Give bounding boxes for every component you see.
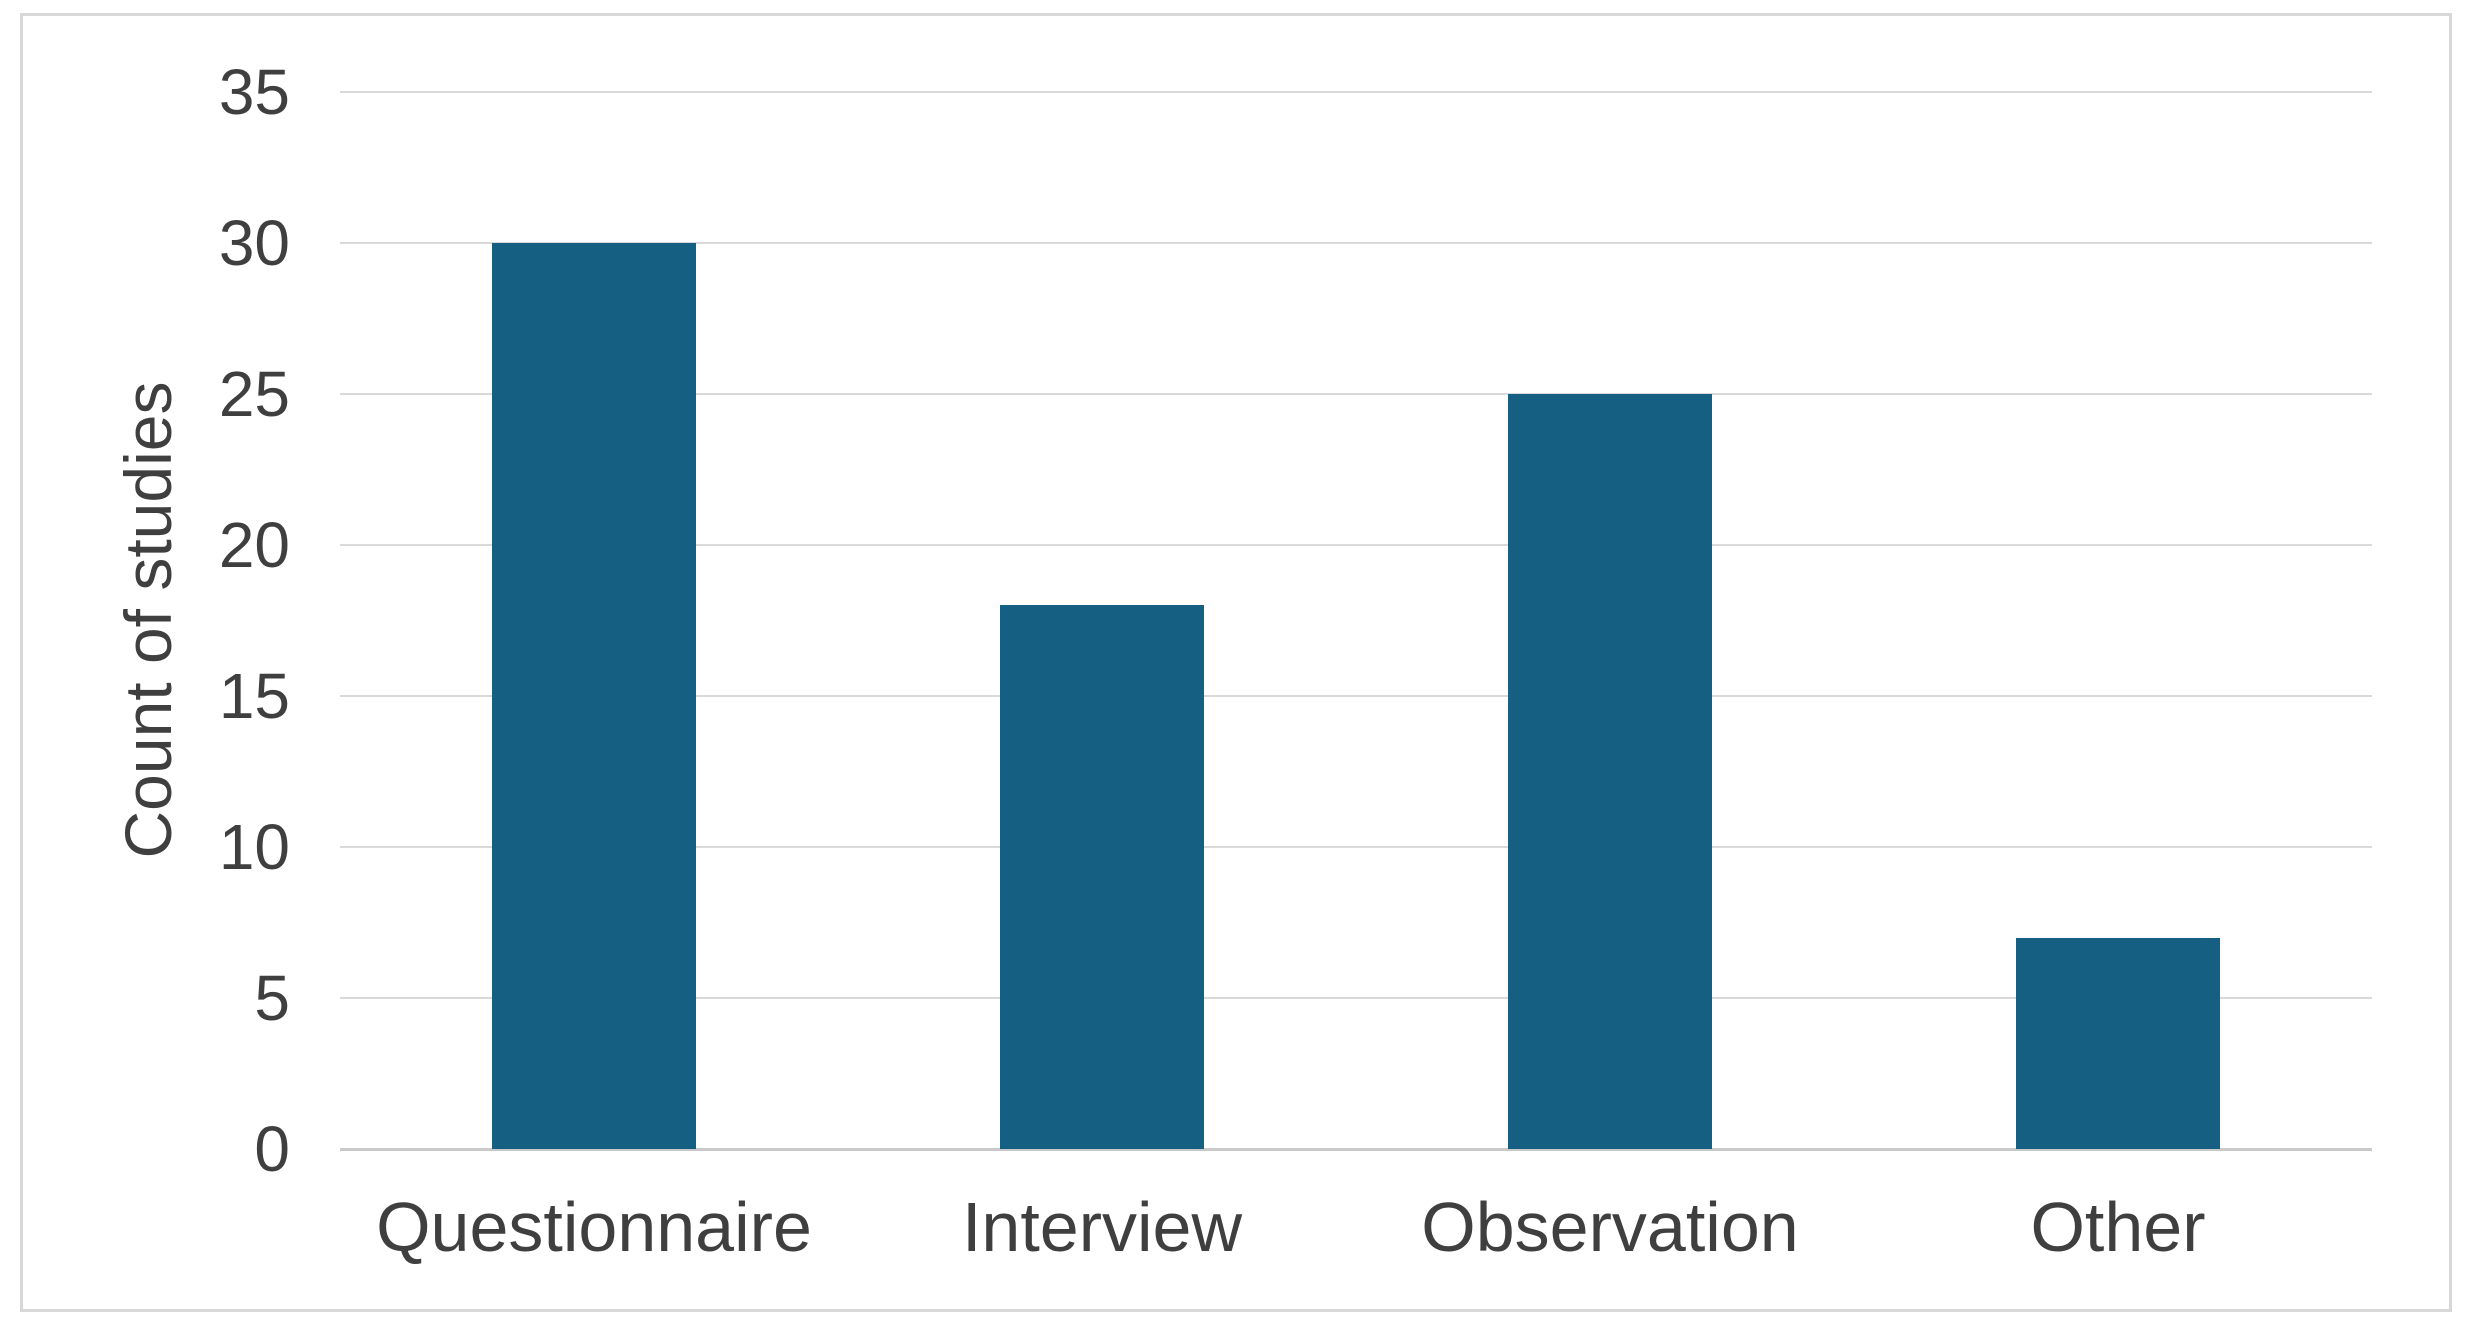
y-tick-label-0: 0 bbox=[254, 1113, 290, 1185]
gridline-10 bbox=[340, 846, 2372, 848]
bar-other bbox=[2016, 937, 2220, 1149]
gridline-35 bbox=[340, 91, 2372, 93]
x-axis-baseline bbox=[340, 1147, 2372, 1151]
gridline-15 bbox=[340, 695, 2372, 697]
category-label-questionnaire: Questionnaire bbox=[376, 1188, 812, 1266]
gridline-30 bbox=[340, 242, 2372, 244]
y-tick-label-35: 35 bbox=[218, 56, 290, 128]
bar-questionnaire bbox=[492, 243, 696, 1149]
y-tick-label-5: 5 bbox=[254, 962, 290, 1034]
bar-interview bbox=[1000, 605, 1204, 1149]
gridline-25 bbox=[340, 393, 2372, 395]
category-label-other: Other bbox=[2030, 1188, 2206, 1266]
y-tick-label-30: 30 bbox=[218, 207, 290, 279]
y-tick-label-15: 15 bbox=[218, 660, 290, 732]
gridline-20 bbox=[340, 544, 2372, 546]
y-tick-label-20: 20 bbox=[218, 509, 290, 581]
y-tick-label-10: 10 bbox=[218, 811, 290, 883]
category-label-observation: Observation bbox=[1421, 1188, 1799, 1266]
category-label-interview: Interview bbox=[961, 1188, 1243, 1266]
gridline-5 bbox=[340, 997, 2372, 999]
bar-observation bbox=[1508, 394, 1712, 1149]
y-tick-label-25: 25 bbox=[218, 358, 290, 430]
